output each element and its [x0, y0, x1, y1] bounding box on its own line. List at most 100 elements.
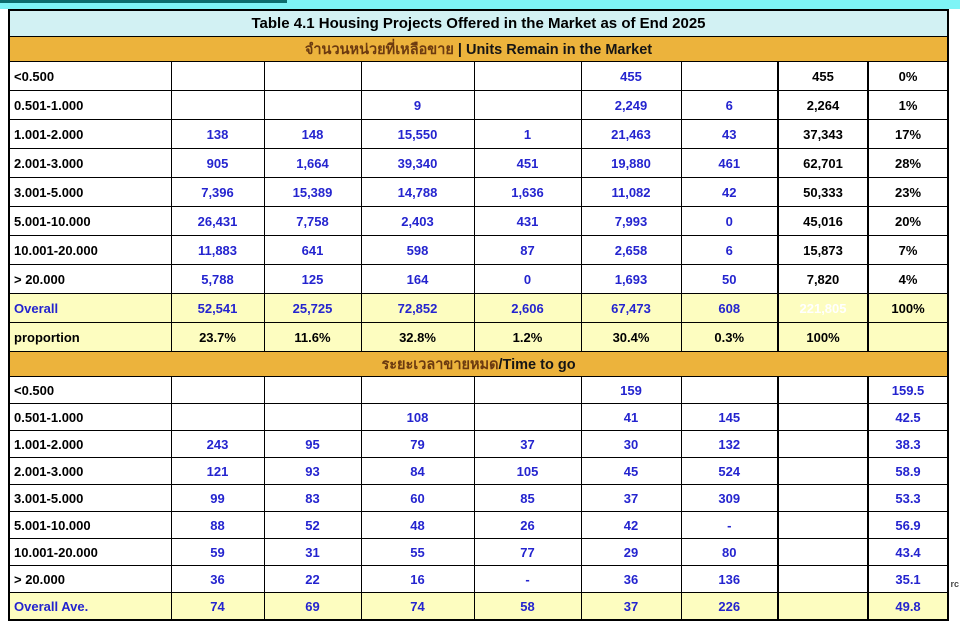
value-cell: 121 [170, 457, 265, 485]
value-cell: 37 [580, 484, 682, 512]
value-cell: 455 [580, 61, 682, 91]
total-cell: 15,873 [777, 235, 869, 265]
table-row: <0.500 455 455 0% [8, 61, 949, 91]
value-cell: 59 [170, 538, 265, 566]
total-cell [777, 538, 869, 566]
table-row: Overall Ave. 74 69 74 58 37 226 49.8 [8, 592, 949, 621]
value-cell: 641 [263, 235, 362, 265]
percent-cell: 0% [867, 61, 949, 91]
value-cell: 26,431 [170, 206, 265, 236]
row-label: proportion [8, 322, 172, 352]
row-label: <0.500 [8, 376, 172, 404]
table-title-row: Table 4.1 Housing Projects Offered in th… [8, 9, 949, 37]
value-cell: 43 [680, 119, 779, 149]
value-cell: 41 [580, 403, 682, 431]
row-label: Overall Ave. [8, 592, 172, 621]
table-row: 2.001-3.000 121 93 84 105 45 524 58.9 [8, 457, 949, 485]
value-cell: 30.4% [580, 322, 682, 352]
value-cell: 7,993 [580, 206, 682, 236]
value-cell: 77 [473, 538, 582, 566]
avg-cell: 42.5 [867, 403, 949, 431]
value-cell: 145 [680, 403, 779, 431]
table-row: 3.001-5.000 99 83 60 85 37 309 53.3 [8, 484, 949, 512]
total-cell: 62,701 [777, 148, 869, 178]
value-cell: 93 [263, 457, 362, 485]
value-cell: 23.7% [170, 322, 265, 352]
value-cell: 37 [473, 430, 582, 458]
row-label: 10.001-20.000 [8, 538, 172, 566]
value-cell: 74 [360, 592, 475, 621]
value-cell: 132 [680, 430, 779, 458]
value-cell: 243 [170, 430, 265, 458]
value-cell [263, 376, 362, 404]
table-row: 10.001-20.000 11,883 641 598 87 2,658 6 15,873 7… [8, 235, 949, 265]
avg-cell: 159.5 [867, 376, 949, 404]
value-cell: 22 [263, 565, 362, 593]
value-cell: 36 [170, 565, 265, 593]
value-cell: 99 [170, 484, 265, 512]
value-cell [170, 403, 265, 431]
value-cell: 6 [680, 90, 779, 120]
percent-cell: 1% [867, 90, 949, 120]
value-cell: 0 [473, 264, 582, 294]
value-cell: 36 [580, 565, 682, 593]
row-label: 5.001-10.000 [8, 511, 172, 539]
value-cell: 79 [360, 430, 475, 458]
section2-band-english-label: /Time to go [498, 356, 576, 373]
avg-cell: 58.9 [867, 457, 949, 485]
value-cell: 95 [263, 430, 362, 458]
value-cell: 138 [170, 119, 265, 149]
value-cell [170, 61, 265, 91]
value-cell: 2,249 [580, 90, 682, 120]
units-remain-section: <0.500 455 455 0% 0.501-1.000 9 2,249 6 2,264 1% 1… [8, 61, 949, 352]
value-cell: 1,636 [473, 177, 582, 207]
section1-band-row: จำนวนหน่วยที่เหลือขาย | Units Remain in … [8, 36, 949, 62]
value-cell: 72,852 [360, 293, 475, 323]
value-cell: 11.6% [263, 322, 362, 352]
total-cell: 2,264 [777, 90, 869, 120]
value-cell [473, 403, 582, 431]
section1-band-thai-label: จำนวนหน่วยที่เหลือขาย [304, 41, 454, 58]
total-cell [777, 592, 869, 621]
value-cell: 15,389 [263, 177, 362, 207]
value-cell: 905 [170, 148, 265, 178]
row-label: > 20.000 [8, 565, 172, 593]
table-row: > 20.000 5,788 125 164 0 1,693 50 7,820 4% [8, 264, 949, 294]
value-cell: 74 [170, 592, 265, 621]
avg-cell: 49.8 [867, 592, 949, 621]
table-row: 1.001-2.000 243 95 79 37 30 132 38.3 [8, 430, 949, 458]
value-cell: 48 [360, 511, 475, 539]
row-label: 10.001-20.000 [8, 235, 172, 265]
total-cell [777, 484, 869, 512]
watermark-fragment: rc [950, 579, 959, 589]
value-cell: 11,883 [170, 235, 265, 265]
row-label: Overall [8, 293, 172, 323]
value-cell: 0.3% [680, 322, 779, 352]
percent-cell: 7% [867, 235, 949, 265]
total-cell [777, 565, 869, 593]
value-cell: 45 [580, 457, 682, 485]
table-row: <0.500 159 159.5 [8, 376, 949, 404]
value-cell: 148 [263, 119, 362, 149]
value-cell: 159 [580, 376, 682, 404]
percent-cell: 4% [867, 264, 949, 294]
value-cell: 52 [263, 511, 362, 539]
avg-cell: 53.3 [867, 484, 949, 512]
value-cell: 1 [473, 119, 582, 149]
value-cell [473, 61, 582, 91]
value-cell: 7,758 [263, 206, 362, 236]
total-cell [777, 511, 869, 539]
value-cell: 11,082 [580, 177, 682, 207]
housing-projects-table: Table 4.1 Housing Projects Offered in th… [8, 9, 950, 621]
value-cell: 226 [680, 592, 779, 621]
value-cell [680, 61, 779, 91]
total-cell [777, 457, 869, 485]
value-cell: 26 [473, 511, 582, 539]
value-cell: 1,664 [263, 148, 362, 178]
value-cell: 80 [680, 538, 779, 566]
row-label: 3.001-5.000 [8, 177, 172, 207]
total-cell [777, 376, 869, 404]
value-cell: 16 [360, 565, 475, 593]
value-cell: 431 [473, 206, 582, 236]
percent-cell: 28% [867, 148, 949, 178]
